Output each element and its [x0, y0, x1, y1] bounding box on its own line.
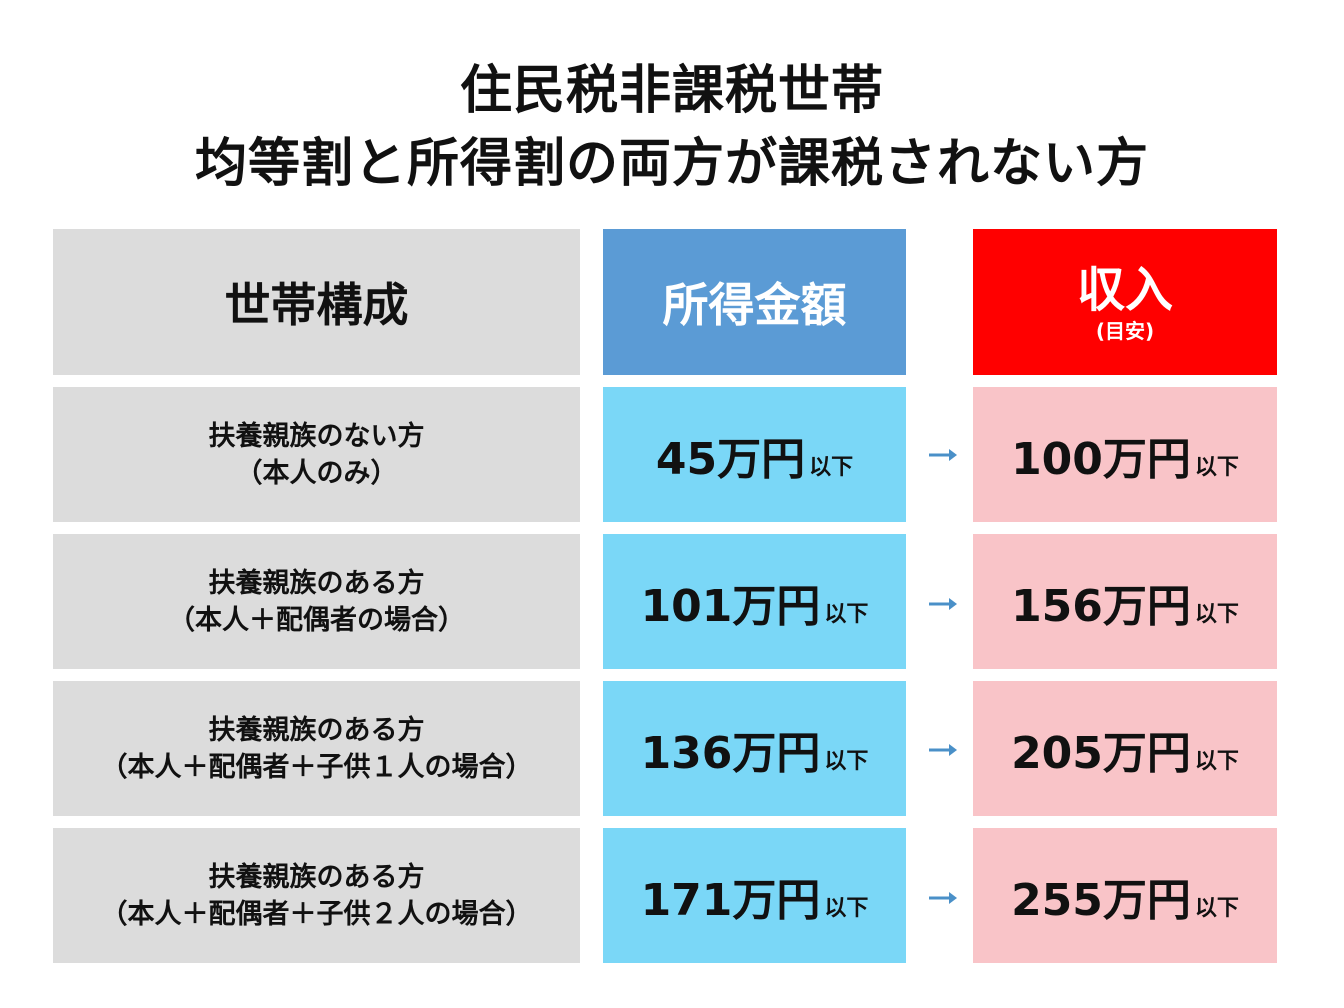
- row-household-line2: （本人のみ）: [235, 457, 398, 489]
- income-suffix: 以下: [824, 895, 869, 921]
- arrow-right-icon: [929, 598, 957, 610]
- row-household-2: 扶養親族のある方 （本人＋配偶者の場合）: [53, 534, 580, 669]
- income-amount: 136万円: [640, 727, 821, 779]
- row-household-line1: 扶養親族のない方: [208, 420, 425, 452]
- row-income-3: 136万円 以下: [603, 681, 906, 816]
- page-title: 住民税非課税世帯: [459, 61, 884, 121]
- header-income: 所得金額: [603, 229, 906, 375]
- row-revenue-4: 255万円 以下: [973, 828, 1277, 963]
- row-household-1: 扶養親族のない方 （本人のみ）: [53, 387, 580, 522]
- revenue-suffix: 以下: [1194, 748, 1239, 774]
- income-suffix: 以下: [824, 601, 869, 627]
- income-amount: 45万円: [655, 433, 806, 485]
- header-revenue-note: (目安): [1095, 319, 1155, 343]
- row-revenue-3: 205万円 以下: [973, 681, 1277, 816]
- income-amount: 101万円: [640, 580, 821, 632]
- row-revenue-2: 156万円 以下: [973, 534, 1277, 669]
- row-household-line2: （本人＋配偶者の場合）: [168, 604, 465, 636]
- page-subtitle: 均等割と所得割の両方が課税されない方: [194, 134, 1149, 194]
- arrow-right-icon: [929, 744, 957, 756]
- row-income-4: 171万円 以下: [603, 828, 906, 963]
- row-household-line1: 扶養親族のある方: [208, 714, 425, 746]
- revenue-suffix: 以下: [1194, 454, 1239, 480]
- revenue-amount: 100万円: [1011, 433, 1191, 485]
- income-suffix: 以下: [824, 748, 869, 774]
- arrow-right-icon: [929, 892, 957, 904]
- arrow-right-icon: [929, 449, 957, 461]
- income-amount: 171万円: [640, 874, 821, 926]
- header-income-label: 所得金額: [662, 278, 847, 332]
- row-revenue-1: 100万円 以下: [973, 387, 1277, 522]
- revenue-amount: 255万円: [1011, 874, 1191, 926]
- row-household-4: 扶養親族のある方 （本人＋配偶者＋子供２人の場合）: [53, 828, 580, 963]
- income-suffix: 以下: [809, 454, 854, 480]
- row-income-2: 101万円 以下: [603, 534, 906, 669]
- row-household-line2: （本人＋配偶者＋子供２人の場合）: [100, 898, 533, 930]
- revenue-amount: 205万円: [1011, 727, 1191, 779]
- header-household: 世帯構成: [53, 229, 580, 375]
- row-income-1: 45万円 以下: [603, 387, 906, 522]
- header-revenue: 収入 (目安): [973, 229, 1277, 375]
- row-household-line1: 扶養親族のある方: [208, 861, 425, 893]
- row-household-line1: 扶養親族のある方: [208, 567, 425, 599]
- header-revenue-label: 収入: [1076, 262, 1173, 318]
- row-household-3: 扶養親族のある方 （本人＋配偶者＋子供１人の場合）: [53, 681, 580, 816]
- header-household-label: 世帯構成: [224, 278, 409, 332]
- revenue-suffix: 以下: [1194, 601, 1239, 627]
- row-household-line2: （本人＋配偶者＋子供１人の場合）: [100, 751, 533, 783]
- revenue-amount: 156万円: [1011, 580, 1191, 632]
- revenue-suffix: 以下: [1194, 895, 1239, 921]
